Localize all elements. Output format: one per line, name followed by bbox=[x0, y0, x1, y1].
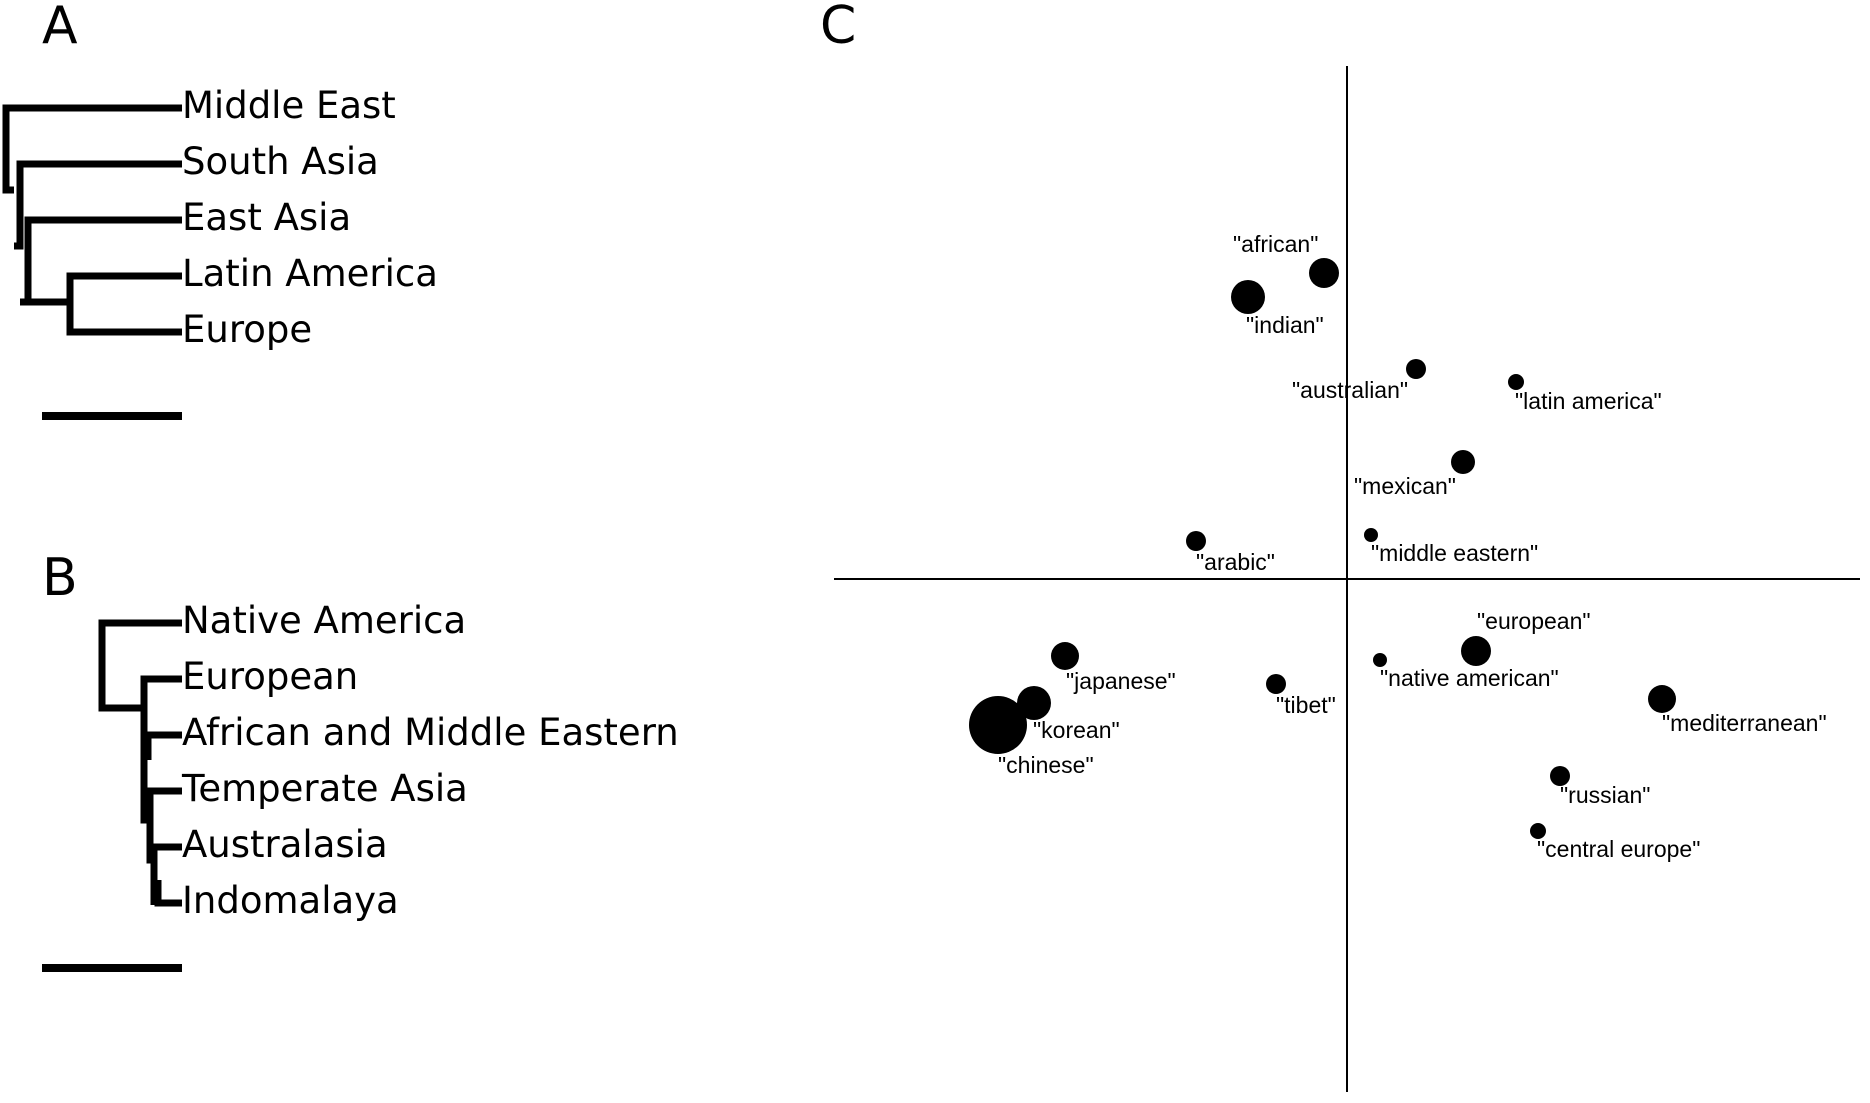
point-label-latin-america: "latin america" bbox=[1515, 388, 1662, 414]
dendrogram-b-branches bbox=[98, 619, 182, 907]
tree-b-leaf-african-middle-eastern: African and Middle Eastern bbox=[182, 711, 679, 754]
point-arabic bbox=[1186, 531, 1206, 551]
tree-a-leaf-south-asia: South Asia bbox=[182, 140, 379, 183]
point-korean bbox=[1017, 686, 1051, 720]
tree-a-leaf-east-asia: East Asia bbox=[182, 196, 351, 239]
point-label-indian: "indian" bbox=[1246, 312, 1324, 338]
tree-a-leaf-middle-east: Middle East bbox=[182, 84, 396, 127]
point-middle-eastern bbox=[1364, 528, 1378, 542]
dendrogram-a bbox=[2, 104, 182, 336]
tree-b-leaf-temperate-asia: Temperate Asia bbox=[181, 767, 468, 810]
point-central-europe bbox=[1530, 823, 1546, 839]
dendrogram-a-branches bbox=[2, 104, 182, 336]
point-australian bbox=[1406, 359, 1426, 379]
point-japanese bbox=[1051, 642, 1079, 670]
point-mediterranean bbox=[1648, 685, 1676, 713]
point-tibet bbox=[1266, 674, 1286, 694]
point-african bbox=[1309, 258, 1339, 288]
point-chinese bbox=[969, 696, 1027, 754]
point-label-korean: "korean" bbox=[1033, 717, 1120, 743]
tree-a-leaf-europe: Europe bbox=[182, 308, 312, 351]
point-label-central-europe: "central europe" bbox=[1537, 836, 1700, 862]
tree-a-leaf-latin-america: Latin America bbox=[182, 252, 438, 295]
tree-b-leaf-indomalaya: Indomalaya bbox=[182, 879, 399, 922]
point-russian bbox=[1550, 766, 1570, 786]
point-european bbox=[1461, 636, 1491, 666]
point-label-australian: "australian" bbox=[1292, 377, 1408, 403]
point-label-native-american: "native american" bbox=[1380, 665, 1559, 691]
panel-b-letter: B bbox=[42, 548, 78, 608]
point-latin-america bbox=[1508, 374, 1524, 390]
point-label-african: "african" bbox=[1233, 231, 1318, 257]
dendrogram-b bbox=[98, 619, 182, 907]
tree-b-leaf-australasia: Australasia bbox=[182, 823, 388, 866]
point-label-mexican: "mexican" bbox=[1354, 473, 1456, 499]
point-label-middle-eastern: "middle eastern" bbox=[1371, 540, 1538, 566]
point-label-european: "european" bbox=[1477, 608, 1591, 634]
tree-b-leaf-european: European bbox=[182, 655, 358, 698]
panel-a: A Middle East South Asia East Asia Latin… bbox=[2, 0, 438, 420]
point-label-russian: "russian" bbox=[1560, 782, 1650, 808]
point-native-american bbox=[1373, 653, 1387, 667]
panel-a-letter: A bbox=[42, 0, 78, 56]
point-label-chinese: "chinese" bbox=[998, 752, 1094, 778]
point-mexican bbox=[1451, 450, 1475, 474]
point-label-mediterranean: "mediterranean" bbox=[1662, 710, 1827, 736]
point-label-arabic: "arabic" bbox=[1196, 549, 1275, 575]
panel-c-letter: C bbox=[820, 0, 856, 56]
panel-b: B Native America European African and Mi… bbox=[42, 548, 679, 972]
point-label-tibet: "tibet" bbox=[1276, 692, 1336, 718]
tree-b-leaf-native-america: Native America bbox=[182, 599, 466, 642]
point-label-japanese: "japanese" bbox=[1066, 668, 1176, 694]
panel-c: C "african" "indian" "australian" "latin… bbox=[820, 0, 1860, 1092]
point-indian bbox=[1231, 280, 1265, 314]
